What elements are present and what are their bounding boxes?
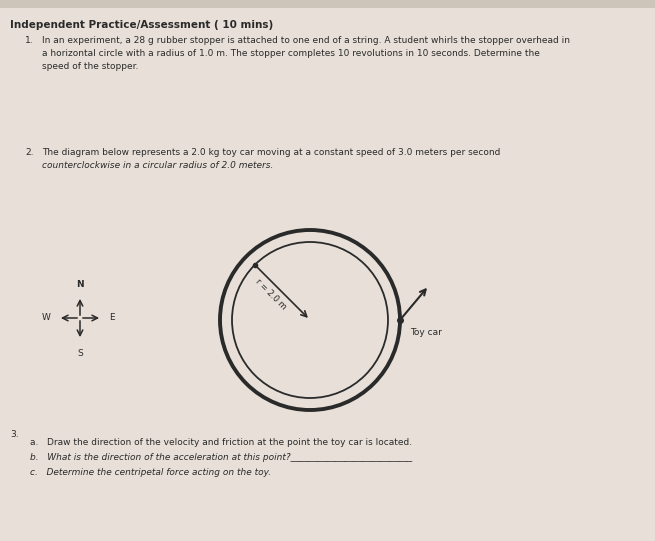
Text: r = 2.0 m: r = 2.0 m: [253, 277, 288, 312]
Text: Toy car: Toy car: [410, 328, 442, 337]
Text: b.   What is the direction of the acceleration at this point?___________________: b. What is the direction of the accelera…: [30, 453, 412, 462]
Text: counterclockwise in a circular radius of 2.0 meters.: counterclockwise in a circular radius of…: [42, 161, 273, 170]
Text: E: E: [109, 313, 115, 322]
Text: c.   Determine the centripetal force acting on the toy.: c. Determine the centripetal force actin…: [30, 468, 271, 477]
Text: a.   Draw the direction of the velocity and friction at the point the toy car is: a. Draw the direction of the velocity an…: [30, 438, 412, 447]
FancyBboxPatch shape: [0, 8, 655, 541]
Text: Independent Practice/Assessment ( 10 mins): Independent Practice/Assessment ( 10 min…: [10, 20, 273, 30]
Text: a horizontal circle with a radius of 1.0 m. The stopper completes 10 revolutions: a horizontal circle with a radius of 1.0…: [42, 49, 540, 58]
Text: N: N: [76, 280, 84, 289]
Text: speed of the stopper.: speed of the stopper.: [42, 62, 138, 71]
Text: 2.: 2.: [25, 148, 33, 157]
Text: S: S: [77, 349, 83, 358]
Text: The diagram below represents a 2.0 kg toy car moving at a constant speed of 3.0 : The diagram below represents a 2.0 kg to…: [42, 148, 500, 157]
Text: 3.: 3.: [10, 430, 18, 439]
Text: 1.: 1.: [25, 36, 33, 45]
Text: In an experiment, a 28 g rubber stopper is attached to one end of a string. A st: In an experiment, a 28 g rubber stopper …: [42, 36, 570, 45]
Text: W: W: [42, 313, 51, 322]
